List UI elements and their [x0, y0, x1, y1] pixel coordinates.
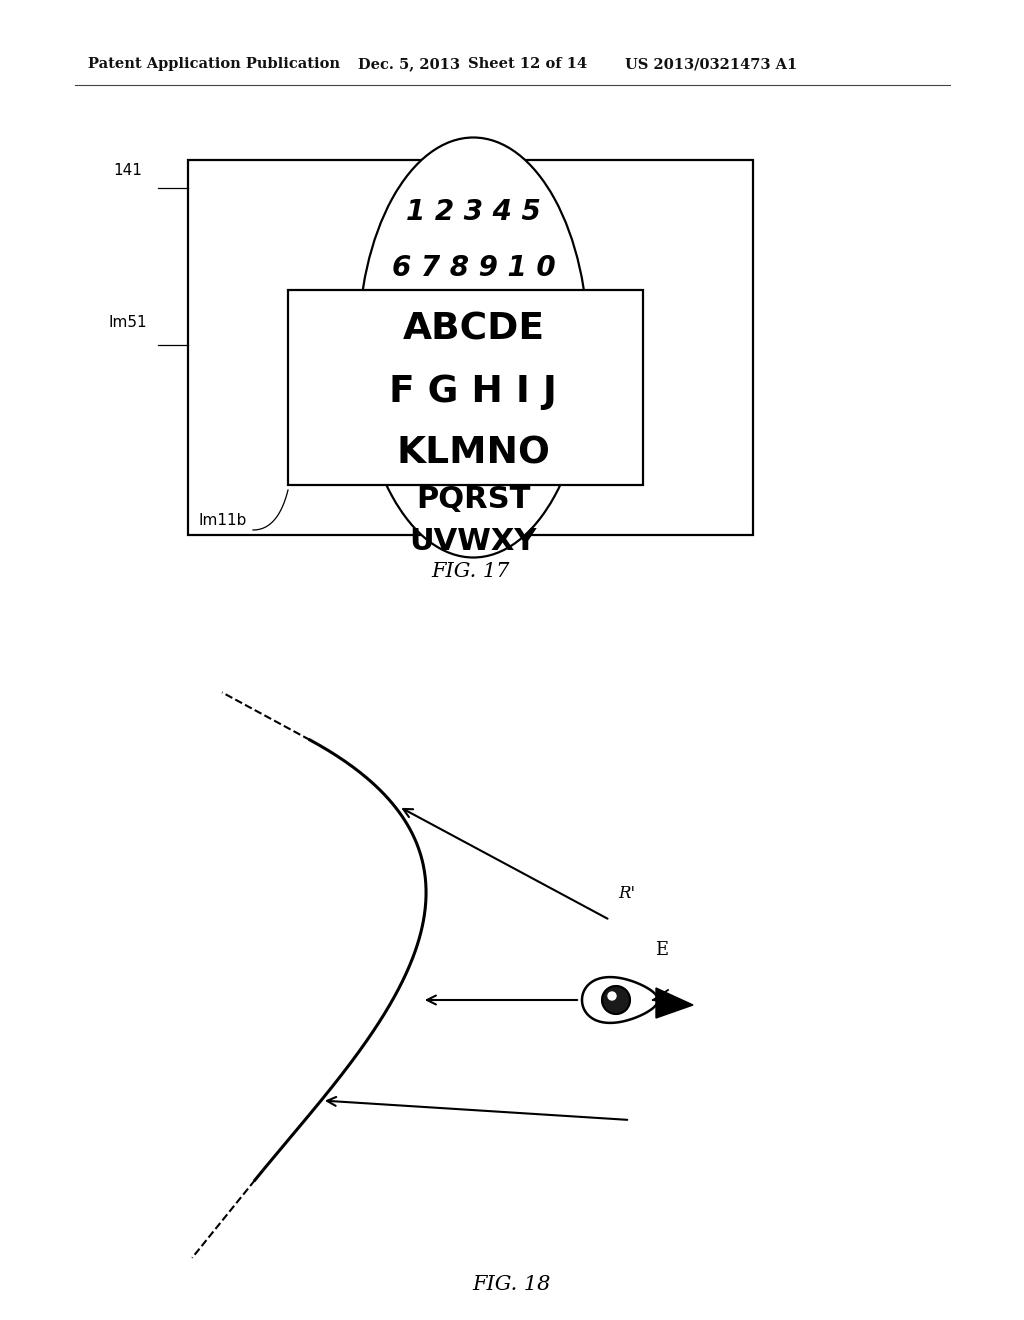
- Text: 1 2 3 4 5: 1 2 3 4 5: [406, 198, 541, 226]
- Circle shape: [602, 986, 630, 1014]
- Text: Im11b: Im11b: [198, 513, 247, 528]
- Text: 141: 141: [113, 162, 142, 178]
- Text: R': R': [618, 884, 635, 902]
- Text: Sheet 12 of 14: Sheet 12 of 14: [468, 57, 587, 71]
- Text: F G H I J: F G H I J: [389, 374, 557, 411]
- Text: Im51: Im51: [108, 315, 146, 330]
- Ellipse shape: [358, 137, 589, 557]
- Polygon shape: [656, 987, 693, 1018]
- Bar: [188, 160, 753, 535]
- Text: Patent Application Publication: Patent Application Publication: [88, 57, 340, 71]
- Circle shape: [608, 993, 616, 1001]
- Bar: [288, 290, 643, 484]
- Text: E: E: [655, 941, 668, 960]
- Text: US 2013/0321473 A1: US 2013/0321473 A1: [625, 57, 798, 71]
- Text: FIG. 17: FIG. 17: [431, 562, 510, 581]
- Polygon shape: [582, 977, 658, 1023]
- Text: ABCDE: ABCDE: [402, 312, 545, 348]
- Text: FIG. 18: FIG. 18: [473, 1275, 551, 1294]
- Text: PQRST: PQRST: [416, 486, 530, 515]
- Text: Dec. 5, 2013: Dec. 5, 2013: [358, 57, 460, 71]
- Text: 6 7 8 9 1 0: 6 7 8 9 1 0: [391, 253, 555, 282]
- Text: UVWXY: UVWXY: [410, 528, 537, 557]
- Text: KLMNO: KLMNO: [396, 436, 550, 471]
